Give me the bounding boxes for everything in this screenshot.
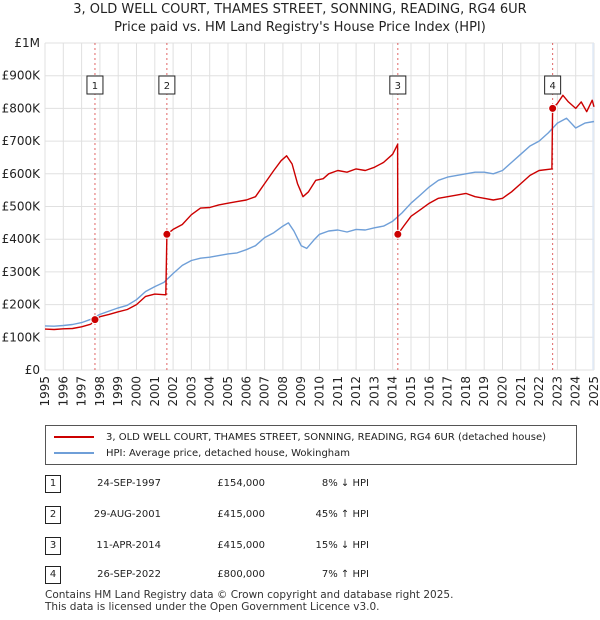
sale-label-box: [158, 75, 176, 95]
x-tick-label: 2019: [477, 376, 491, 407]
x-tick-label: 2024: [569, 376, 583, 407]
transaction-row: 1 24-SEP-1997 £154,000 8% ↓ HPI: [45, 475, 585, 495]
sale-point: [548, 103, 558, 113]
transaction-number: 3: [45, 537, 61, 555]
transaction-row: 4 26-SEP-2022 £800,000 7% ↑ HPI: [45, 566, 585, 586]
series: [44, 94, 595, 331]
legend-item-hpi: HPI: Average price, detached house, Woki…: [54, 446, 350, 460]
transaction-hpi: 7% ↑ HPI: [321, 569, 369, 580]
transaction-hpi: 45% ↑ HPI: [315, 509, 369, 520]
x-tick-label: 1997: [75, 376, 89, 407]
x-tick-label: 2000: [130, 376, 144, 407]
transaction-number: 1: [45, 475, 61, 493]
transaction-row: 3 11-APR-2014 £415,000 15% ↓ HPI: [45, 537, 585, 557]
legend-label-hpi: HPI: Average price, detached house, Woki…: [106, 447, 350, 459]
transaction-number: 2: [45, 506, 61, 524]
y-tick-label: £600K: [2, 167, 42, 181]
sale-label-box: [544, 75, 562, 95]
footer-copyright: Contains HM Land Registry data © Crown c…: [45, 589, 454, 601]
sale-label: 1: [92, 81, 98, 92]
sale-label-box: [86, 75, 104, 95]
legend: 3, OLD WELL COURT, THAMES STREET, SONNIN…: [45, 425, 577, 465]
x-tick-label: 2010: [313, 376, 327, 407]
x-tick-label: 2008: [276, 376, 290, 407]
y-tick-label: £300K: [2, 265, 42, 279]
y-tick-label: £700K: [2, 134, 42, 148]
sale-point: [162, 229, 172, 239]
sale-label: 3: [395, 81, 401, 92]
x-tick-label: 2012: [349, 376, 363, 407]
sale-label: 4: [549, 81, 555, 92]
x-tick-label: 2022: [532, 376, 546, 407]
series-line-property: [44, 94, 595, 331]
x-tick-label: 2011: [331, 376, 345, 407]
chart-title: 3, OLD WELL COURT, THAMES STREET, SONNIN…: [73, 2, 527, 17]
transaction-price: £154,000: [217, 478, 265, 489]
legend-blue-swatch: [54, 452, 94, 454]
x-tick-label: 2016: [422, 376, 436, 407]
y-tick-label: £200K: [2, 298, 42, 312]
y-tick-label: £500K: [2, 200, 42, 214]
x-tick-label: 2013: [367, 376, 381, 407]
series-line-hpi: [44, 117, 595, 327]
y-tick-label: £900K: [2, 69, 42, 83]
shaded-region: [592, 43, 594, 370]
future-shade: [592, 43, 594, 370]
sale-label-box: [389, 75, 407, 95]
transaction-price: £415,000: [217, 540, 265, 551]
y-tick-label: £400K: [2, 232, 42, 246]
x-tick-label: 2006: [239, 376, 253, 407]
sale-point: [393, 229, 403, 239]
sale-markers: 1 2 3 4: [86, 75, 562, 325]
chart-subtitle: Price paid vs. HM Land Registry's House …: [114, 20, 486, 35]
x-tick-label: 2007: [258, 376, 272, 407]
y-tick-label: £800K: [2, 101, 42, 115]
x-tick-label: 2009: [294, 376, 308, 407]
x-tick-label: 1998: [93, 376, 107, 407]
transaction-number: 4: [45, 566, 61, 584]
x-tick-label: 2001: [148, 376, 162, 407]
y-tick-label: £0: [25, 363, 40, 377]
legend-red-swatch: [54, 436, 94, 438]
footer-licence: This data is licensed under the Open Gov…: [45, 601, 380, 613]
x-tick-label: 2004: [203, 376, 217, 407]
x-tick-label: 2023: [550, 376, 564, 407]
x-tick-label: 2014: [386, 376, 400, 407]
x-tick-label: 2020: [496, 376, 510, 407]
x-tick-label: 2015: [404, 376, 418, 407]
transaction-date: 11-APR-2014: [96, 540, 161, 551]
transaction-date: 29-AUG-2001: [93, 509, 161, 520]
sale-label: 2: [164, 81, 170, 92]
x-tick-label: 2017: [441, 376, 455, 407]
price-chart: 1 2 3 4 £0 £100K £200K £300K £400K £500K £600K £70…: [2, 36, 600, 407]
legend-label-property: 3, OLD WELL COURT, THAMES STREET, SONNIN…: [106, 431, 547, 443]
x-tick-label: 2018: [459, 376, 473, 407]
transaction-date: 26-SEP-2022: [97, 569, 161, 580]
y-tick-label: £1M: [14, 36, 40, 50]
legend-item-property: 3, OLD WELL COURT, THAMES STREET, SONNIN…: [54, 430, 546, 444]
x-tick-label: 2021: [514, 376, 528, 407]
y-tick-label: £100K: [2, 330, 42, 344]
transaction-hpi: 15% ↓ HPI: [315, 540, 369, 551]
x-tick-label: 2002: [166, 376, 180, 407]
transaction-price: £415,000: [217, 509, 265, 520]
axes: £0 £100K £200K £300K £400K £500K £600K £700K £80…: [2, 36, 600, 407]
x-tick-label: 2005: [221, 376, 235, 407]
transaction-hpi: 8% ↓ HPI: [321, 478, 369, 489]
x-tick-label: 1995: [38, 376, 52, 407]
x-tick-label: 1999: [111, 376, 125, 407]
transaction-price: £800,000: [217, 569, 265, 580]
x-tick-label: 2025: [587, 376, 600, 407]
transaction-row: 2 29-AUG-2001 £415,000 45% ↑ HPI: [45, 506, 585, 526]
grid: [44, 42, 595, 371]
x-tick-label: 1996: [56, 376, 70, 407]
transaction-date: 24-SEP-1997: [97, 478, 161, 489]
x-tick-label: 2003: [184, 376, 198, 407]
sale-point: [90, 315, 100, 325]
